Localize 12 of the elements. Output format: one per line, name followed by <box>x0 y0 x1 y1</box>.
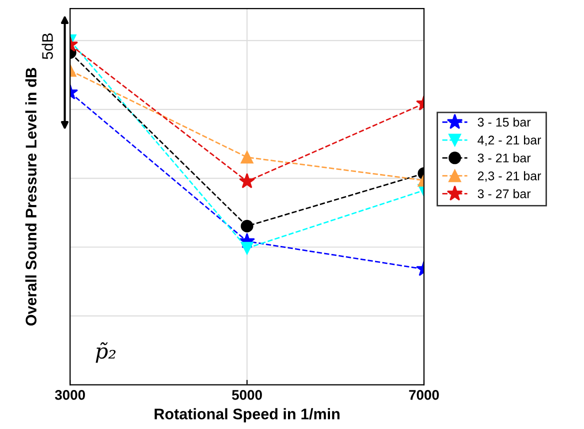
x-tick-label: 5000 <box>232 390 262 400</box>
legend-label: 2,3 - 21 bar <box>478 171 542 182</box>
legend-label: 3 - 15 bar <box>478 117 531 127</box>
y-axis-title: Overall Sound Pressure Level in dB <box>25 68 37 326</box>
x-tick-label: 3000 <box>54 390 85 400</box>
text: 5dB <box>42 33 53 60</box>
legend-label: 4,2 - 21 bar <box>478 135 542 146</box>
legend-label: 3 - 27 bar <box>478 189 531 198</box>
annotation: p̃₂ <box>96 342 116 363</box>
legend-label: 3 - 21 bar <box>478 153 531 162</box>
x-axis-title: Rotational Speed in 1/min <box>154 408 340 422</box>
x-tick-label: 7000 <box>409 390 439 400</box>
